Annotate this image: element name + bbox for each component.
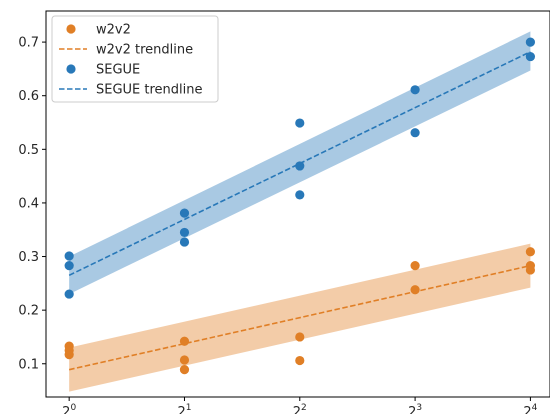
legend-label-2: SEGUE [96,63,140,78]
data-point-1-11 [525,37,536,47]
x-axis: 20 21 22 23 24 [62,397,538,414]
plot-frame [45,10,550,398]
x-tick-label-4: 24 [523,403,537,414]
legend-marker-2 [66,64,76,74]
legend-box [51,15,219,103]
legend-label-1: w2v2 trendline [96,43,193,58]
x-tick-label-0: 20 [62,403,76,414]
data-point-1-3 [179,208,190,218]
y-tick-label-4: 0.5 [18,143,39,158]
data-point-0-4 [179,355,190,365]
y-tick-label-3: 0.4 [18,196,39,211]
data-point-0-2 [64,350,74,360]
data-point-0-8 [410,261,420,271]
x-tick-label-2: 22 [293,403,307,414]
data-point-0-5 [179,365,190,375]
data-point-1-9 [410,85,420,95]
legend-marker-0 [66,24,76,34]
data-point-1-10 [410,128,420,138]
data-point-1-1 [64,261,74,271]
y-tick-label-2: 0.3 [18,250,39,265]
x-tick-label-1: 21 [177,403,191,414]
data-point-0-9 [410,285,420,295]
data-point-1-12 [525,51,536,62]
data-point-0-3 [179,336,190,346]
data-point-1-5 [179,237,190,247]
y-tick-label-6: 0.7 [18,36,39,51]
data-point-1-2 [64,289,74,299]
trendline-0 [68,264,531,371]
legend: w2v2 w2v2 trendline SEGUE SEGUE trendline [51,15,219,103]
data-point-0-6 [295,332,305,342]
data-point-0-7 [295,355,305,366]
data-point-1-7 [295,161,305,171]
y-tick-label-1: 0.2 [18,304,39,319]
data-points [64,37,536,375]
data-point-0-12 [525,265,536,275]
data-point-1-8 [295,190,305,200]
y-axis: 0.1 0.2 0.3 0.4 0.5 0.6 0.7 [18,36,46,372]
legend-label-3: SEGUE trendline [96,83,203,98]
y-tick-label-0: 0.1 [18,357,39,372]
data-point-0-10 [525,247,536,257]
legend-label-0: w2v2 [96,23,131,38]
data-point-1-0 [64,251,74,261]
y-tick-label-5: 0.6 [18,89,39,104]
x-tick-label-3: 23 [408,403,422,414]
data-point-1-4 [179,227,190,238]
data-point-1-6 [295,118,305,128]
